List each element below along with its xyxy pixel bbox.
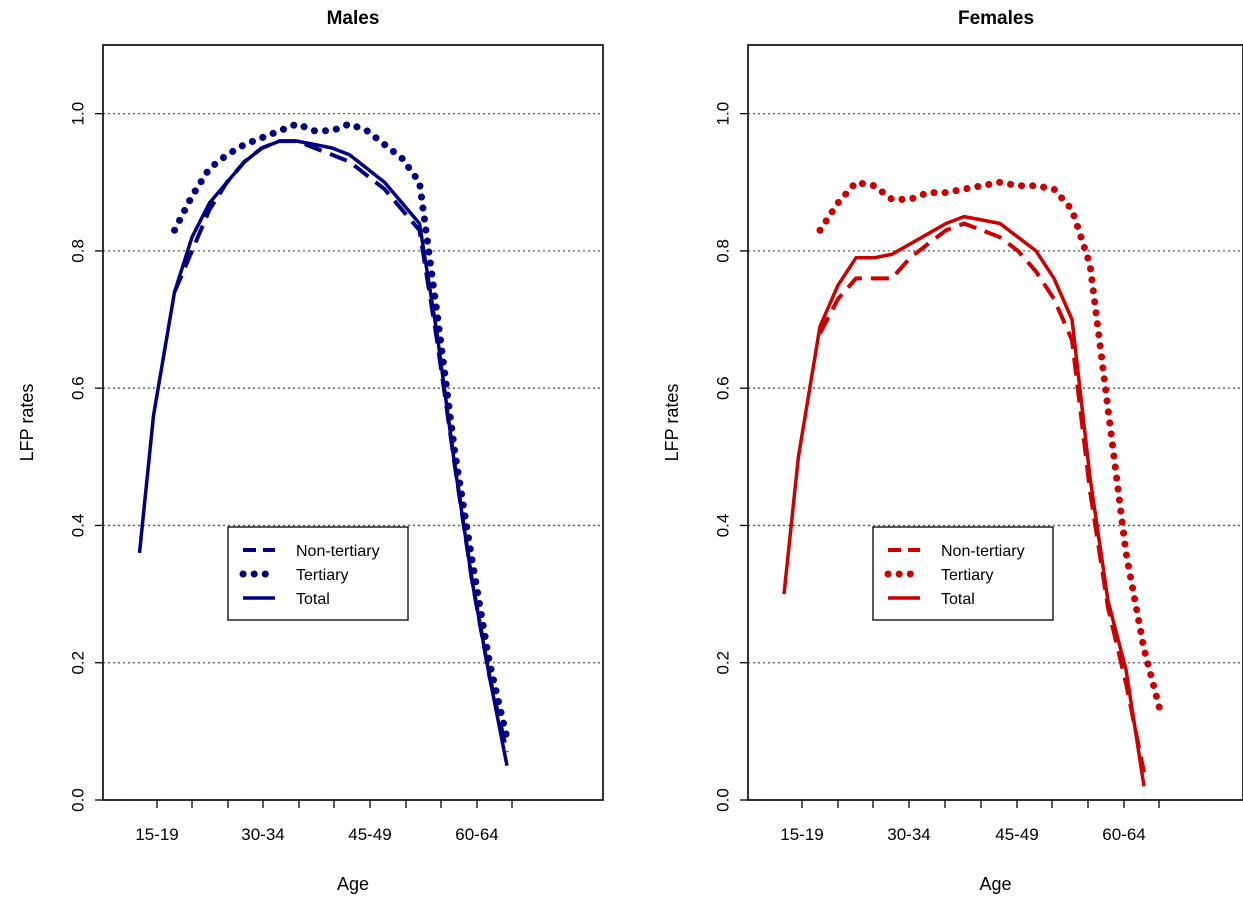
x-tick-label: 15-19: [780, 825, 823, 844]
x-axis-label: Age: [979, 874, 1011, 894]
y-tick-label: 0.4: [713, 514, 732, 538]
series-line-tertiary: [816, 178, 1166, 722]
y-tick-label: 0.4: [68, 514, 87, 538]
legend: Non-tertiary Tertiary Total: [227, 526, 409, 621]
legend-label: Total: [296, 591, 330, 608]
x-tick-label: 30-34: [887, 825, 930, 844]
females-panel: Females 0.0 0.2 0.4 0.6 0.8 1.0 15-19 30-34 45-49…: [662, 8, 1243, 894]
y-tick-label: 0.8: [713, 239, 732, 263]
legend-box: [872, 526, 1054, 621]
legend-label: Total: [941, 591, 975, 608]
plot-frame: [102, 44, 604, 801]
chart-title: Males: [327, 8, 380, 29]
x-tick-label: 60-64: [455, 825, 498, 844]
y-tick-label: 0.2: [68, 651, 87, 675]
legend-label: Tertiary: [941, 567, 993, 584]
x-tick-label: 45-49: [348, 825, 391, 844]
plot-frame: [747, 44, 1243, 801]
series-line-non-tertiary: [818, 221, 1146, 773]
y-tick-label: 1.0: [68, 102, 87, 126]
y-tick-label: 0.0: [713, 788, 732, 812]
y-tick-label: 0.6: [713, 376, 732, 400]
legend-box: [227, 526, 409, 621]
y-tick-label: 0.6: [68, 376, 87, 400]
legend-label: Non-tertiary: [296, 543, 380, 560]
x-tick-label: 30-34: [241, 825, 284, 844]
x-tick-label: 60-64: [1102, 825, 1145, 844]
legend-label: Non-tertiary: [941, 543, 1025, 560]
y-axis-label: LFP rates: [662, 384, 682, 462]
x-axis-label: Age: [337, 874, 369, 894]
chart-title: Females: [958, 8, 1034, 29]
y-tick-label: 0.0: [68, 788, 87, 812]
x-tick-label: 45-49: [995, 825, 1038, 844]
males-panel: Males 0.0 0.2 0.4 0.6 0.8 1.0 15-19 30-34 45-49 60…: [17, 8, 604, 894]
y-tick-label: 1.0: [713, 102, 732, 126]
series-line-tertiary: [171, 120, 511, 742]
series-line-total: [137, 139, 509, 767]
legend-label: Tertiary: [296, 567, 348, 584]
x-tick-label: 15-19: [135, 825, 178, 844]
series-line-total: [782, 214, 1146, 787]
y-tick-label: 0.8: [68, 239, 87, 263]
y-tick-label: 0.2: [713, 651, 732, 675]
legend: Non-tertiary Tertiary Total: [872, 526, 1054, 621]
y-axis-label: LFP rates: [17, 384, 37, 462]
